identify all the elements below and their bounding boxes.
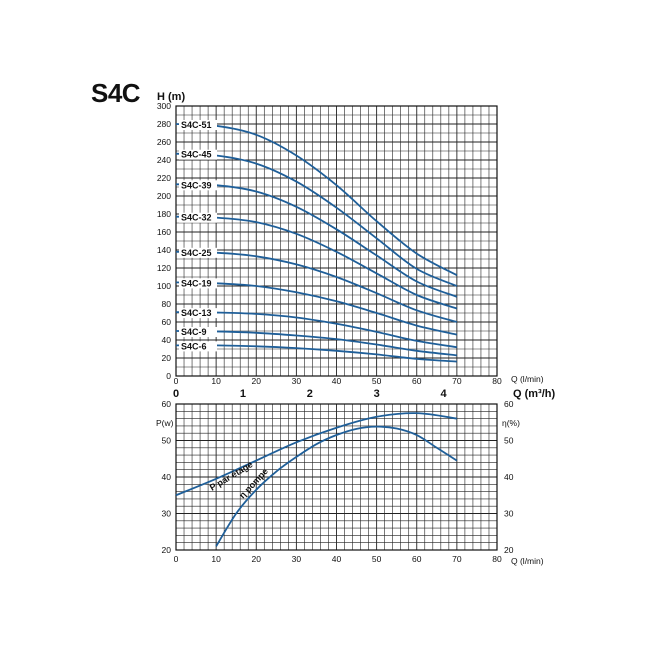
x-tick-label: 50	[372, 554, 382, 564]
series-label: S4C-32	[181, 213, 212, 223]
y-tick-label: 300	[157, 101, 171, 111]
x2-tick-label: 1	[240, 388, 246, 400]
x2-tick-label: 3	[374, 388, 380, 400]
power-efficiency-chart-grid	[175, 403, 498, 551]
series-label-bg	[179, 327, 217, 337]
y-tick-label: 40	[162, 335, 172, 345]
x-tick-label: 60	[412, 376, 422, 386]
y-tick-label: 80	[162, 299, 172, 309]
plot-frame	[175, 105, 498, 377]
head-curve	[175, 183, 458, 298]
x-tick-label: 20	[252, 554, 262, 564]
head-curve	[175, 215, 458, 310]
y-axis-label: H (m)	[157, 91, 185, 103]
x2-tick-label: 2	[307, 388, 313, 400]
series-label: S4C-19	[181, 278, 212, 288]
x-tick-label: 80	[492, 376, 502, 386]
y-tick-label: 100	[157, 281, 171, 291]
series-label: S4C-25	[181, 248, 212, 258]
x-tick-label: 0	[174, 376, 179, 386]
head-curve	[175, 330, 457, 357]
head-curve	[175, 311, 458, 349]
y-tick-label: 30	[162, 509, 172, 519]
y-tick-label: 40	[162, 472, 172, 482]
x-tick-label: 60	[412, 554, 422, 564]
series-label: S4C-9	[181, 327, 207, 337]
y-tick-label: 20	[162, 353, 172, 363]
y-axis-label: P(w)	[156, 418, 174, 428]
series-label-bg	[179, 278, 217, 289]
series-label-bg	[179, 212, 217, 223]
y-tick-label: 50	[162, 436, 172, 446]
x-tick-label: 40	[332, 554, 342, 564]
x-tick-label: 70	[452, 376, 462, 386]
x2-tick-label: 4	[440, 388, 447, 400]
series-label-bg	[179, 247, 217, 258]
y-tick-label: 120	[157, 263, 171, 273]
head-curve	[175, 281, 458, 336]
y-right-tick-label: 60	[504, 399, 514, 409]
y-tick-label: 180	[157, 209, 171, 219]
y-tick-label: 140	[157, 245, 171, 255]
y-tick-label: 280	[157, 119, 171, 129]
head-curve-labels: S4C-51 S4C-45 S4C-39 S4C-32 S4C-25 S4C-19 S4C-…	[179, 120, 217, 352]
x-tick-label: 30	[292, 554, 302, 564]
power-efficiency-chart-axes: 20 30 40 50 60 20 30 40 50 60 0 10 20 30 40 50 60 70 80 P(w…	[156, 399, 544, 566]
head-curve	[175, 152, 458, 287]
y-tick-label: 240	[157, 155, 171, 165]
y-tick-label: 260	[157, 137, 171, 147]
plot-frame	[175, 403, 498, 551]
head-curve	[175, 123, 458, 276]
performance-curve	[175, 412, 457, 497]
performance-curve	[215, 425, 458, 547]
series-label: S4C-51	[181, 120, 212, 130]
y-right-tick-label: 30	[504, 509, 514, 519]
head-chart-axes: 0204060801001201401601802002202402602803…	[157, 91, 556, 400]
x-tick-label: 10	[211, 376, 221, 386]
y-right-tick-label: 50	[504, 436, 514, 446]
series-label-bg	[179, 120, 217, 130]
head-curve	[175, 250, 458, 323]
chart-title: S4C	[91, 78, 141, 108]
y-tick-label: 200	[157, 191, 171, 201]
series-label-bg	[179, 308, 217, 319]
y-tick-label: 60	[162, 399, 172, 409]
series-label: S4C-6	[181, 341, 207, 351]
series-label: S4C-13	[181, 308, 212, 318]
y-tick-label: 160	[157, 227, 171, 237]
head-curve	[175, 344, 457, 363]
y-tick-label: 220	[157, 173, 171, 183]
x-axis-label: Q (l/min)	[511, 374, 544, 384]
x-tick-label: 80	[492, 554, 502, 564]
series-label-bg	[179, 180, 217, 191]
head-chart-grid	[175, 105, 498, 377]
y-right-tick-label: 40	[504, 472, 514, 482]
y-tick-label: 20	[162, 545, 172, 555]
series-label-bg	[179, 149, 217, 160]
x-tick-label: 50	[372, 376, 382, 386]
x-tick-label: 40	[332, 376, 342, 386]
head-curves	[175, 123, 458, 363]
series-label-bg	[179, 341, 217, 352]
series-label: S4C-39	[181, 180, 212, 190]
series-label: S4C-45	[181, 150, 212, 160]
x-tick-label: 30	[292, 376, 302, 386]
x-axis-label: Q (l/min)	[511, 556, 544, 566]
x2-axis-label: Q (m³/h)	[513, 388, 555, 400]
y-tick-label: 60	[162, 317, 172, 327]
y-tick-label: 0	[166, 371, 171, 381]
y-right-tick-label: 20	[504, 545, 514, 555]
x-tick-label: 0	[174, 554, 179, 564]
x2-tick-label: 0	[173, 388, 179, 400]
x-tick-label: 70	[452, 554, 462, 564]
x-tick-label: 10	[211, 554, 221, 564]
y-right-axis-label: η(%)	[502, 418, 520, 428]
x-tick-label: 20	[252, 376, 262, 386]
